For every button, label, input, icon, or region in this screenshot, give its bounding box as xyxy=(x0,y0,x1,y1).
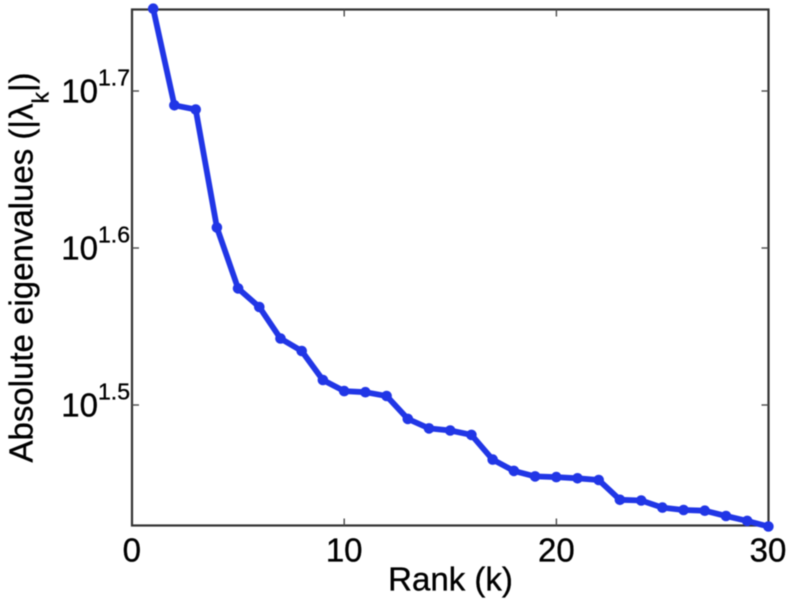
svg-text:30: 30 xyxy=(750,531,787,568)
svg-text:Rank (k): Rank (k) xyxy=(388,561,513,598)
svg-text:Absolute eigenvalues (|λk|): Absolute eigenvalues (|λk|) xyxy=(3,72,54,462)
svg-text:101.6: 101.6 xyxy=(61,221,130,266)
svg-text:101.7: 101.7 xyxy=(61,64,130,109)
svg-text:10: 10 xyxy=(326,531,363,568)
svg-text:0: 0 xyxy=(123,531,141,568)
svg-text:101.5: 101.5 xyxy=(61,378,130,423)
svg-text:20: 20 xyxy=(538,531,575,568)
